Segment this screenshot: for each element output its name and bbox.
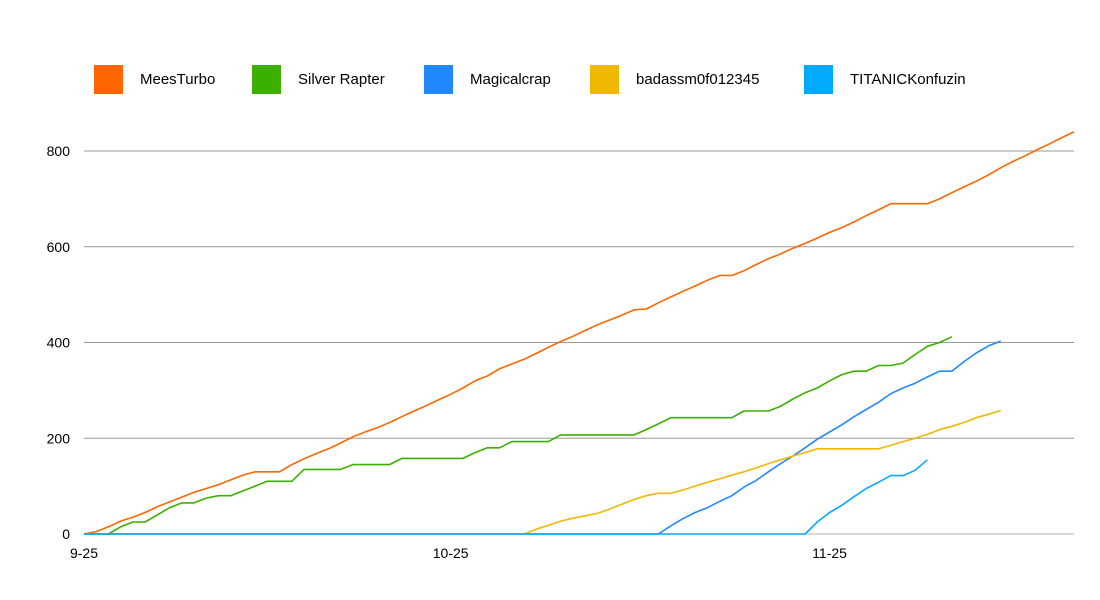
legend-swatch <box>590 65 619 94</box>
series-lines <box>83 131 1075 535</box>
y-tick-label: 400 <box>47 335 71 351</box>
series-line-5 <box>84 459 928 535</box>
y-tick-label: 800 <box>47 143 71 159</box>
legend-swatch <box>94 65 123 94</box>
legend-swatch <box>424 65 453 94</box>
legend-label: Magicalcrap <box>470 71 551 88</box>
legend-swatch <box>252 65 281 94</box>
series-line-3 <box>84 340 1001 535</box>
legend-label: Silver Rapter <box>298 71 385 88</box>
gridlines <box>84 150 1074 535</box>
y-tick-label: 0 <box>62 526 70 542</box>
x-tick-label: 11-25 <box>812 545 847 561</box>
x-axis-tick-labels: 9-25 10-25 11-25 <box>70 545 847 561</box>
legend-label: MeesTurbo <box>140 71 215 88</box>
y-tick-label: 200 <box>47 430 71 446</box>
series-line-2 <box>84 336 953 535</box>
x-tick-label: 10-25 <box>433 545 469 561</box>
x-tick-label: 9-25 <box>70 545 98 561</box>
series-line-1 <box>83 131 1075 535</box>
legend-label: badassm0f012345 <box>636 71 759 88</box>
y-axis-tick-labels: 0 200 400 600 800 <box>47 143 71 542</box>
legend-label: TITANICKonfuzin <box>850 71 966 88</box>
series-line-4 <box>84 409 1001 535</box>
legend-swatch <box>804 65 833 94</box>
legend: MeesTurbo Silver Rapter Magicalcrap badassm… <box>94 65 966 94</box>
y-tick-label: 600 <box>47 239 71 255</box>
